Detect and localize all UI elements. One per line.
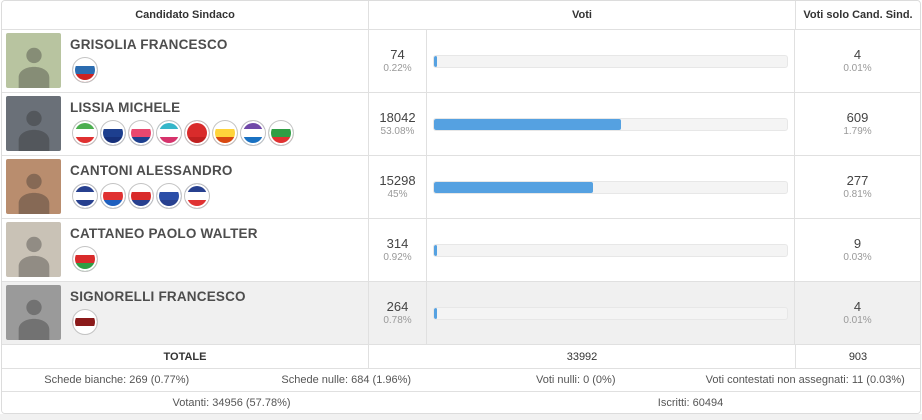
party-logos (72, 120, 294, 146)
logo-pavia-prima-cantoni (72, 183, 98, 209)
schede-nulle: Schede nulle: 684 (1.96%) (281, 374, 412, 386)
solo-votes-count: 609 (846, 110, 869, 125)
vote-bar-track (433, 306, 788, 320)
party-logos (72, 309, 246, 335)
votes-percent: 45% (387, 189, 408, 200)
candidate-photo (6, 159, 61, 214)
header-voti-solo-cand-sind: Voti solo Cand. Sind. (803, 9, 913, 21)
candidate-name: LISSIA MICHELE (70, 100, 181, 115)
header-candidato-sindaco: Candidato Sindaco (2, 1, 369, 29)
vote-bar-fill (434, 307, 437, 319)
totals-label: TOTALE (2, 345, 369, 368)
candidate-row-grisolia: GRISOLIA FRANCESCO 74 0.22% 4 0.01% (2, 30, 920, 93)
candidate-row-signorelli: SIGNORELLI FRANCESCO 264 0.78% 4 0.01% (2, 282, 920, 345)
voti-nulli: Voti nulli: 0 (0%) (536, 374, 616, 386)
votes-percent: 53.08% (380, 126, 415, 137)
table-header-row: Candidato Sindaco Voti Voti solo Cand. S… (2, 1, 920, 30)
vote-bar-track (433, 180, 788, 194)
person-silhouette-icon (18, 173, 49, 214)
logo-cittadini-per-pavia (184, 120, 210, 146)
candidate-name: CANTONI ALESSANDRO (70, 163, 233, 178)
totals-votes: 33992 (369, 345, 796, 368)
votes-count: 18042 (379, 110, 416, 125)
votes-count: 74 (390, 47, 405, 62)
solo-votes-percent: 1.79% (843, 126, 872, 137)
solo-votes-percent: 0.81% (843, 189, 872, 200)
vote-bar-track (433, 54, 788, 68)
votes-percent: 0.22% (383, 63, 412, 74)
votanti: Votanti: 34956 (57.78%) (172, 396, 291, 409)
vote-bar-fill (434, 55, 437, 67)
solo-votes-percent: 0.01% (843, 315, 872, 326)
candidate-photo (6, 222, 61, 277)
candidate-name: GRISOLIA FRANCESCO (70, 37, 228, 52)
person-silhouette-icon (18, 110, 49, 151)
votes-count: 264 (386, 299, 409, 314)
candidate-row-cattaneo: CATTANEO PAOLO WALTER 314 0.92% 9 0.03% (2, 219, 920, 282)
vote-bar-track (433, 117, 788, 131)
solo-votes-percent: 0.03% (843, 252, 872, 263)
candidate-photo (6, 285, 61, 340)
party-logos (72, 57, 228, 83)
voti-contestati: Voti contestati non assegnati: 11 (0.03%… (705, 374, 905, 386)
votes-percent: 0.78% (383, 315, 412, 326)
solo-votes-count: 4 (853, 299, 862, 314)
party-logos (72, 183, 233, 209)
header-voti: Voti (369, 1, 796, 29)
solo-votes-percent: 0.01% (843, 63, 872, 74)
totals-row: TOTALE 33992 903 (2, 345, 920, 369)
person-silhouette-icon (18, 236, 49, 277)
logo-forza-italia-berlusconi (100, 183, 126, 209)
logo-lega-cantoni (156, 183, 182, 209)
candidate-name: SIGNORELLI FRANCESCO (70, 289, 246, 304)
candidate-name: CATTANEO PAOLO WALTER (70, 226, 258, 241)
logo-traguardi-pavia-lissia (156, 120, 182, 146)
solo-votes-count: 4 (853, 47, 862, 62)
logo-partito-comunista-italiano (72, 246, 98, 272)
logo-fratelli-ditalia-giorgia-meloni (184, 183, 210, 209)
vote-bar-fill (434, 118, 622, 130)
logo-partito-democratico-lissia (268, 120, 294, 146)
candidate-photo (6, 96, 61, 151)
logo-pavia-a-colori-lissia (240, 120, 266, 146)
solo-votes-count: 9 (853, 236, 862, 251)
votes-percent: 0.92% (383, 252, 412, 263)
logo-movimento-5-stelle-2050 (212, 120, 238, 146)
candidate-row-cantoni: CANTONI ALESSANDRO 15298 45% 277 0.81% (2, 156, 920, 219)
vote-bar-fill (434, 181, 593, 193)
ballots-summary-row: Schede bianche: 269 (0.77%) Schede nulle… (2, 369, 920, 392)
logo-potere-al-popolo (72, 309, 98, 335)
vote-bar-fill (434, 244, 438, 256)
logo-italia-viva-lissia (128, 120, 154, 146)
turnout-row: Votanti: 34956 (57.78%) Iscritti: 60494 (2, 392, 920, 413)
logo-partito-comunista (72, 57, 98, 83)
votes-count: 314 (386, 236, 409, 251)
person-silhouette-icon (18, 299, 49, 340)
logo-lista-cantoni (128, 183, 154, 209)
candidate-photo (6, 33, 61, 88)
page-background-strip (0, 414, 922, 420)
solo-votes-count: 277 (846, 173, 869, 188)
candidate-row-lissia: LISSIA MICHELE 18042 53.08% 609 1.79% (2, 93, 920, 156)
logo-azione-calenda-lissia (100, 120, 126, 146)
schede-bianche: Schede bianche: 269 (0.77%) (44, 374, 190, 386)
person-silhouette-icon (18, 47, 49, 88)
party-logos (72, 246, 258, 272)
totals-solo-votes: 903 (848, 350, 868, 363)
vote-bar-track (433, 243, 788, 257)
iscritti: Iscritti: 60494 (657, 396, 724, 409)
votes-count: 15298 (379, 173, 416, 188)
logo-alleanza-verdi-sinistra (72, 120, 98, 146)
